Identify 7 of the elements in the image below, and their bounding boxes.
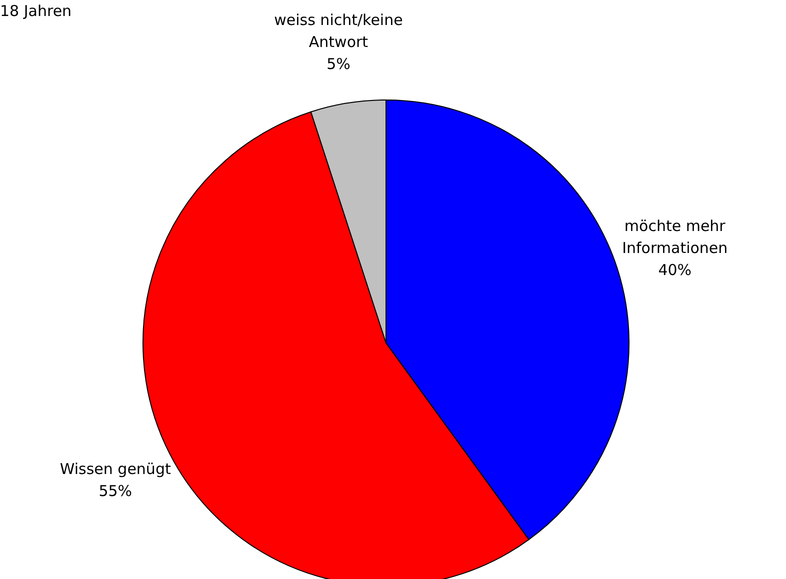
slice-label: möchte mehr Informationen xyxy=(622,217,728,258)
slice-label: Wissen genügt xyxy=(60,460,171,478)
data-label: 55% xyxy=(98,482,132,500)
data-label: 40% xyxy=(658,261,692,280)
slice-label: weiss nicht/keine Antwort xyxy=(274,11,403,52)
chart-title: 18 Jahren xyxy=(0,2,72,20)
data-label: 5% xyxy=(326,55,350,74)
